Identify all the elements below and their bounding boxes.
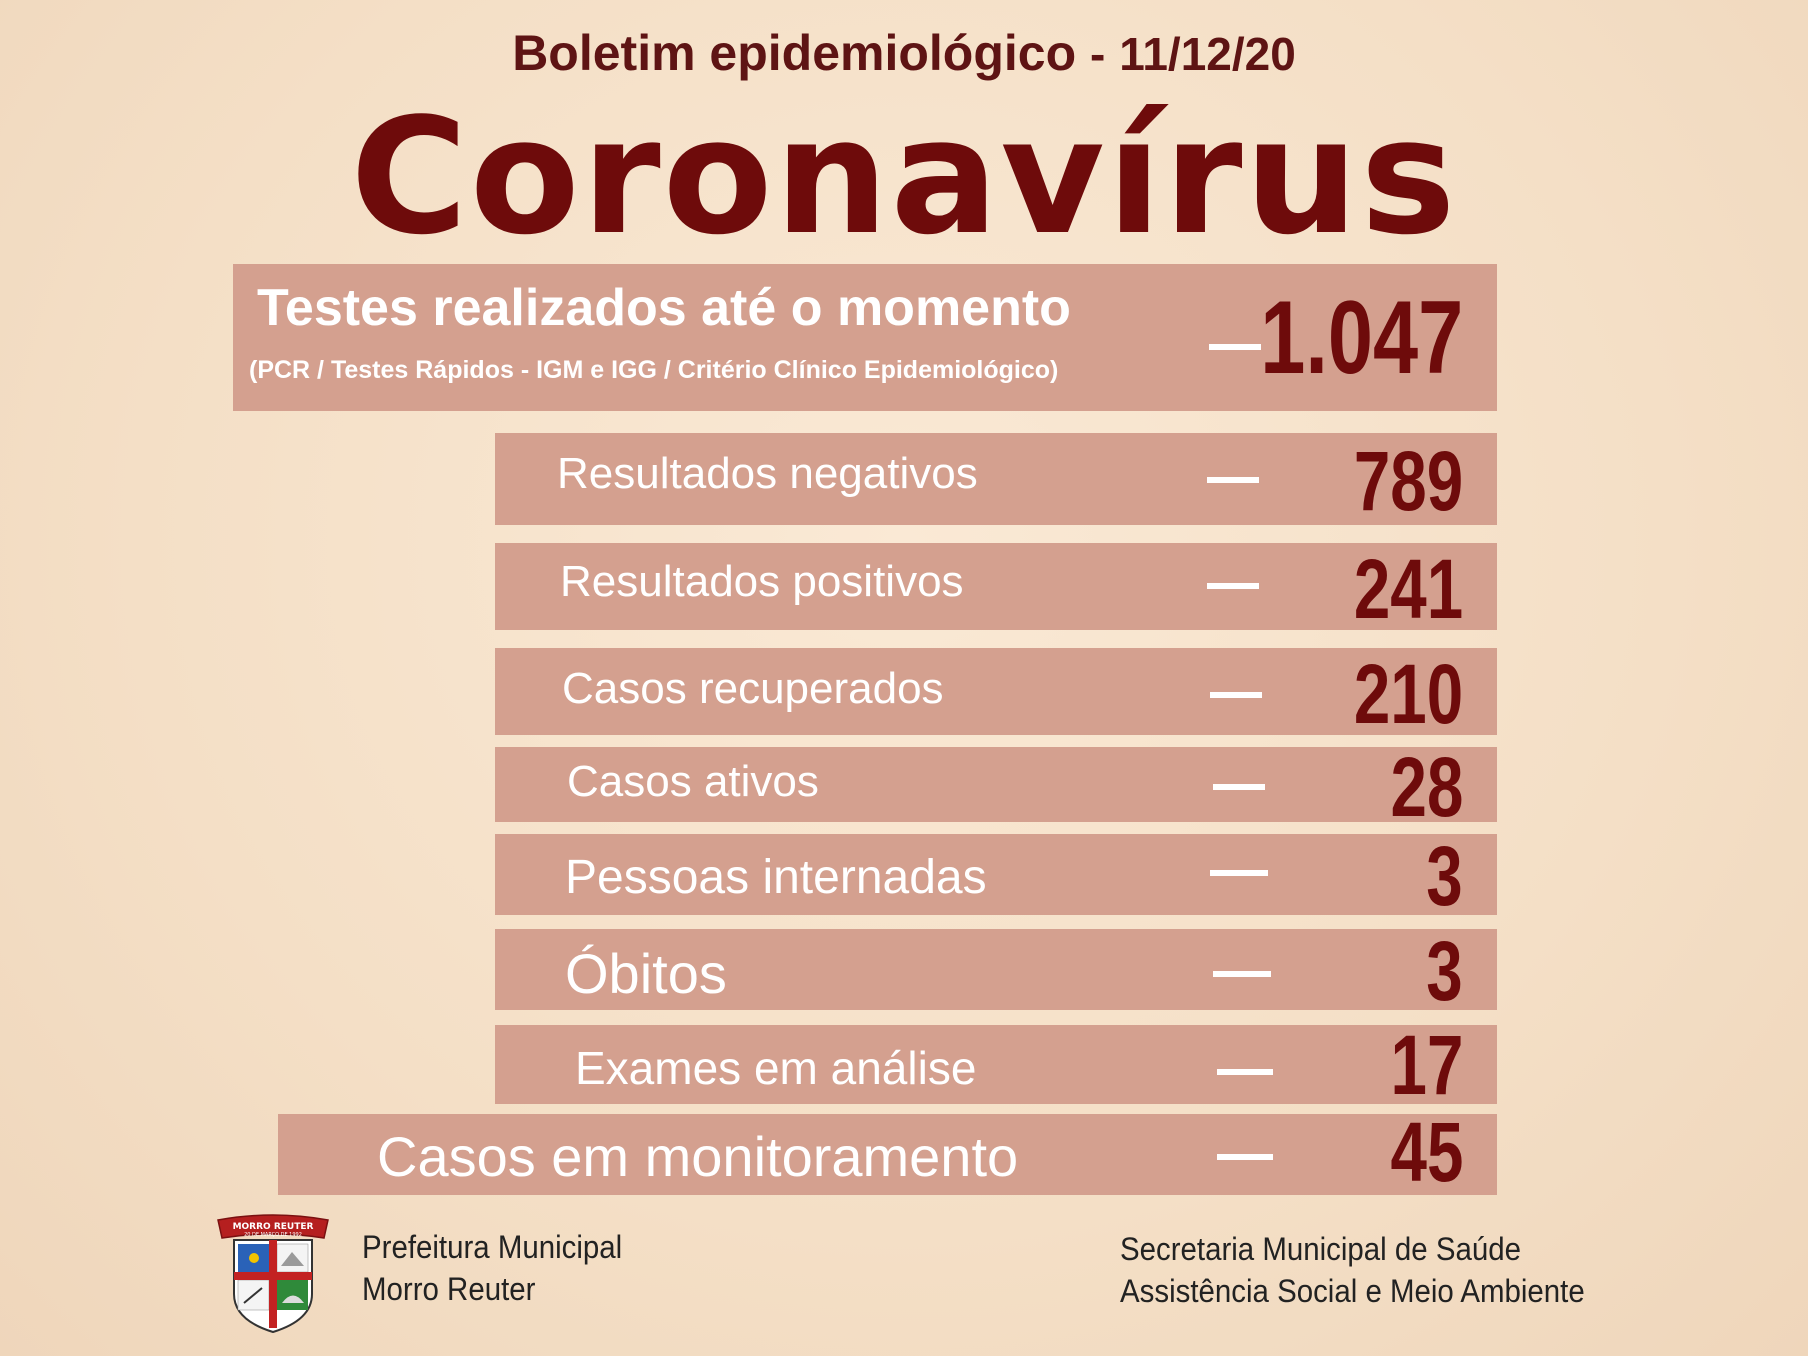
- dash-icon: [1213, 971, 1271, 977]
- tests-note: (PCR / Testes Rápidos - IGM e IGG / Crit…: [249, 356, 1059, 384]
- row-monitoring: Casos em monitoramento 45: [278, 1110, 1497, 1195]
- row-deaths: Óbitos 3: [495, 924, 1497, 1018]
- row-label: Óbitos: [565, 942, 727, 1005]
- row-active: Casos ativos 28: [495, 745, 1497, 829]
- row-value: 17: [1390, 1018, 1463, 1112]
- dash-icon: [1209, 344, 1261, 350]
- dash-icon: [1207, 583, 1259, 589]
- row-label: Casos em monitoramento: [377, 1125, 1019, 1188]
- dash-icon: [1217, 1154, 1273, 1160]
- row-value: 3: [1426, 924, 1463, 1018]
- row-hospitalized: Pessoas internadas 3: [495, 829, 1497, 923]
- footer-left-line2: Morro Reuter: [362, 1271, 536, 1307]
- row-label: Pessoas internadas: [565, 851, 987, 904]
- page-title: Coronavírus: [350, 83, 1458, 270]
- tests-total-box: Testes realizados até o momento (PCR / T…: [233, 264, 1497, 411]
- row-label: Casos ativos: [567, 757, 819, 806]
- dash-icon: [1213, 784, 1265, 790]
- footer-left-line1: Prefeitura Municipal: [362, 1229, 623, 1265]
- municipal-crest-logo: MORRO REUTER 20 DE MARÇO DE 1992: [217, 1214, 329, 1334]
- dash-icon: [1210, 692, 1262, 698]
- row-label: Casos recuperados: [562, 664, 944, 713]
- row-value: 45: [1390, 1105, 1463, 1199]
- row-recovered: Casos recuperados 210: [495, 647, 1497, 741]
- row-positive: Resultados positivos 241: [495, 542, 1497, 636]
- row-exams-analysis: Exames em análise 17: [495, 1018, 1497, 1112]
- tests-value: 1.047: [1259, 280, 1463, 396]
- footer-right-line2: Assistência Social e Meio Ambiente: [1120, 1273, 1585, 1309]
- row-value: 241: [1353, 542, 1463, 636]
- row-value: 3: [1426, 829, 1463, 923]
- dash-icon: [1210, 870, 1268, 876]
- row-value: 210: [1353, 647, 1463, 741]
- tests-label: Testes realizados até o momento: [257, 279, 1071, 337]
- row-value: 28: [1390, 740, 1463, 834]
- svg-text:MORRO REUTER: MORRO REUTER: [233, 1222, 314, 1232]
- footer-right-line1: Secretaria Municipal de Saúde: [1120, 1231, 1521, 1267]
- footer-left: Prefeitura Municipal Morro Reuter: [362, 1226, 622, 1310]
- row-value: 789: [1353, 434, 1463, 528]
- svg-text:20 DE MARÇO DE 1992: 20 DE MARÇO DE 1992: [244, 1232, 302, 1238]
- footer-right: Secretaria Municipal de Saúde Assistênci…: [1120, 1228, 1585, 1312]
- row-label: Resultados positivos: [560, 557, 964, 606]
- subtitle-separator: -: [1090, 28, 1106, 80]
- row-label: Resultados negativos: [557, 449, 978, 498]
- dash-icon: [1207, 477, 1259, 483]
- bulletin-date: 11/12/20: [1119, 28, 1296, 80]
- bulletin-subtitle: Boletim epidemiológico - 11/12/20: [0, 24, 1808, 82]
- subtitle-text: Boletim epidemiológico: [512, 25, 1077, 81]
- row-negative: Resultados negativos 789: [495, 433, 1497, 525]
- dash-icon: [1217, 1069, 1273, 1075]
- row-label: Exames em análise: [575, 1042, 977, 1094]
